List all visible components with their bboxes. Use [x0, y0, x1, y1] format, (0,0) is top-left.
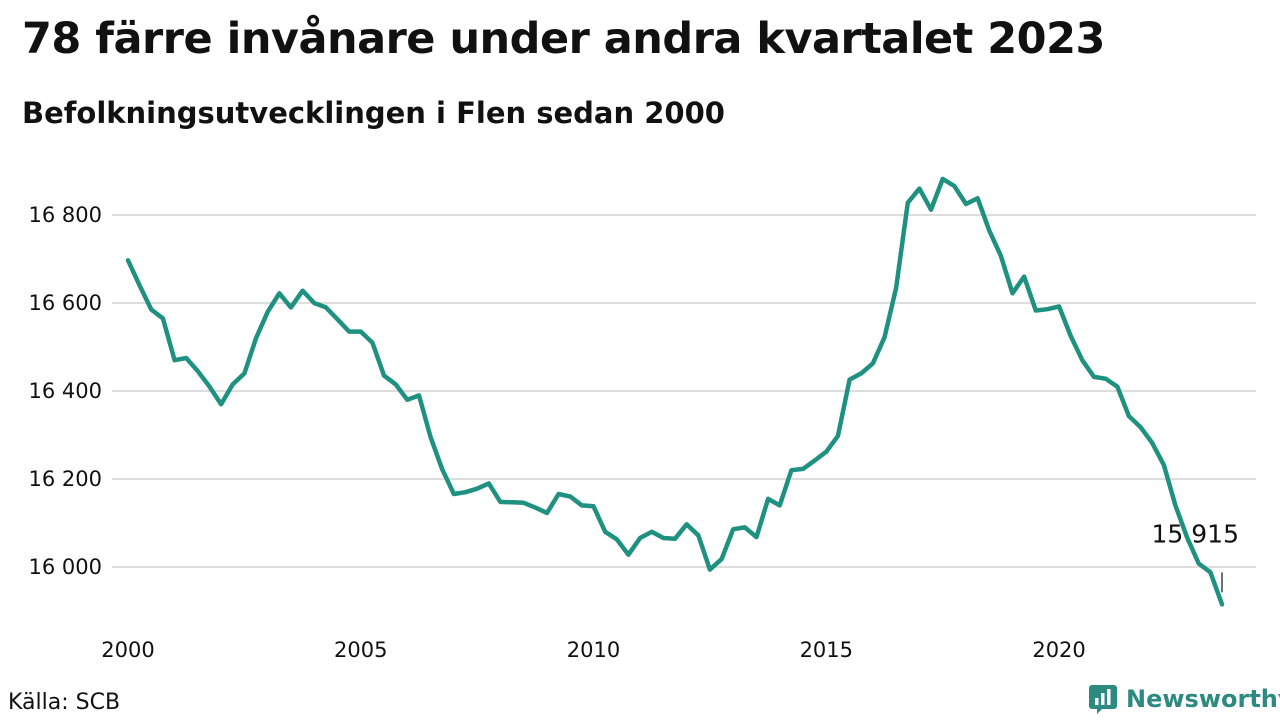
y-tick-label: 16 400 [29, 379, 102, 403]
brand-name: Newsworthy [1126, 685, 1280, 713]
chart-subtitle: Befolkningsutvecklingen i Flen sedan 200… [22, 96, 725, 130]
x-tick-label: 2005 [334, 638, 387, 662]
x-tick-label: 2020 [1032, 638, 1085, 662]
end-value-label: 15 915 [1152, 519, 1239, 548]
end-annotation: 15 915 [1152, 519, 1239, 593]
x-axis-labels: 2000 2005 2010 2015 2020 [101, 638, 1086, 662]
brand-logo: Newsworthy [1088, 683, 1280, 715]
x-tick-label: 2000 [101, 638, 154, 662]
source-note: Källa: SCB [8, 690, 121, 715]
y-axis-labels: 16 000 16 200 16 400 16 600 16 800 [29, 203, 102, 579]
chart-title: 78 färre invånare under andra kvartalet … [22, 14, 1105, 64]
series-group [125, 176, 1225, 607]
x-tick-label: 2010 [567, 638, 620, 662]
y-tick-label: 16 000 [29, 555, 102, 579]
y-tick-label: 16 600 [29, 291, 102, 315]
y-tick-label: 16 800 [29, 203, 102, 227]
y-tick-label: 16 200 [29, 467, 102, 491]
grid-lines [112, 214, 1256, 568]
x-tick-label: 2015 [800, 638, 853, 662]
newsworthy-logo-icon [1089, 685, 1117, 714]
series-line-0 [125, 176, 1225, 607]
